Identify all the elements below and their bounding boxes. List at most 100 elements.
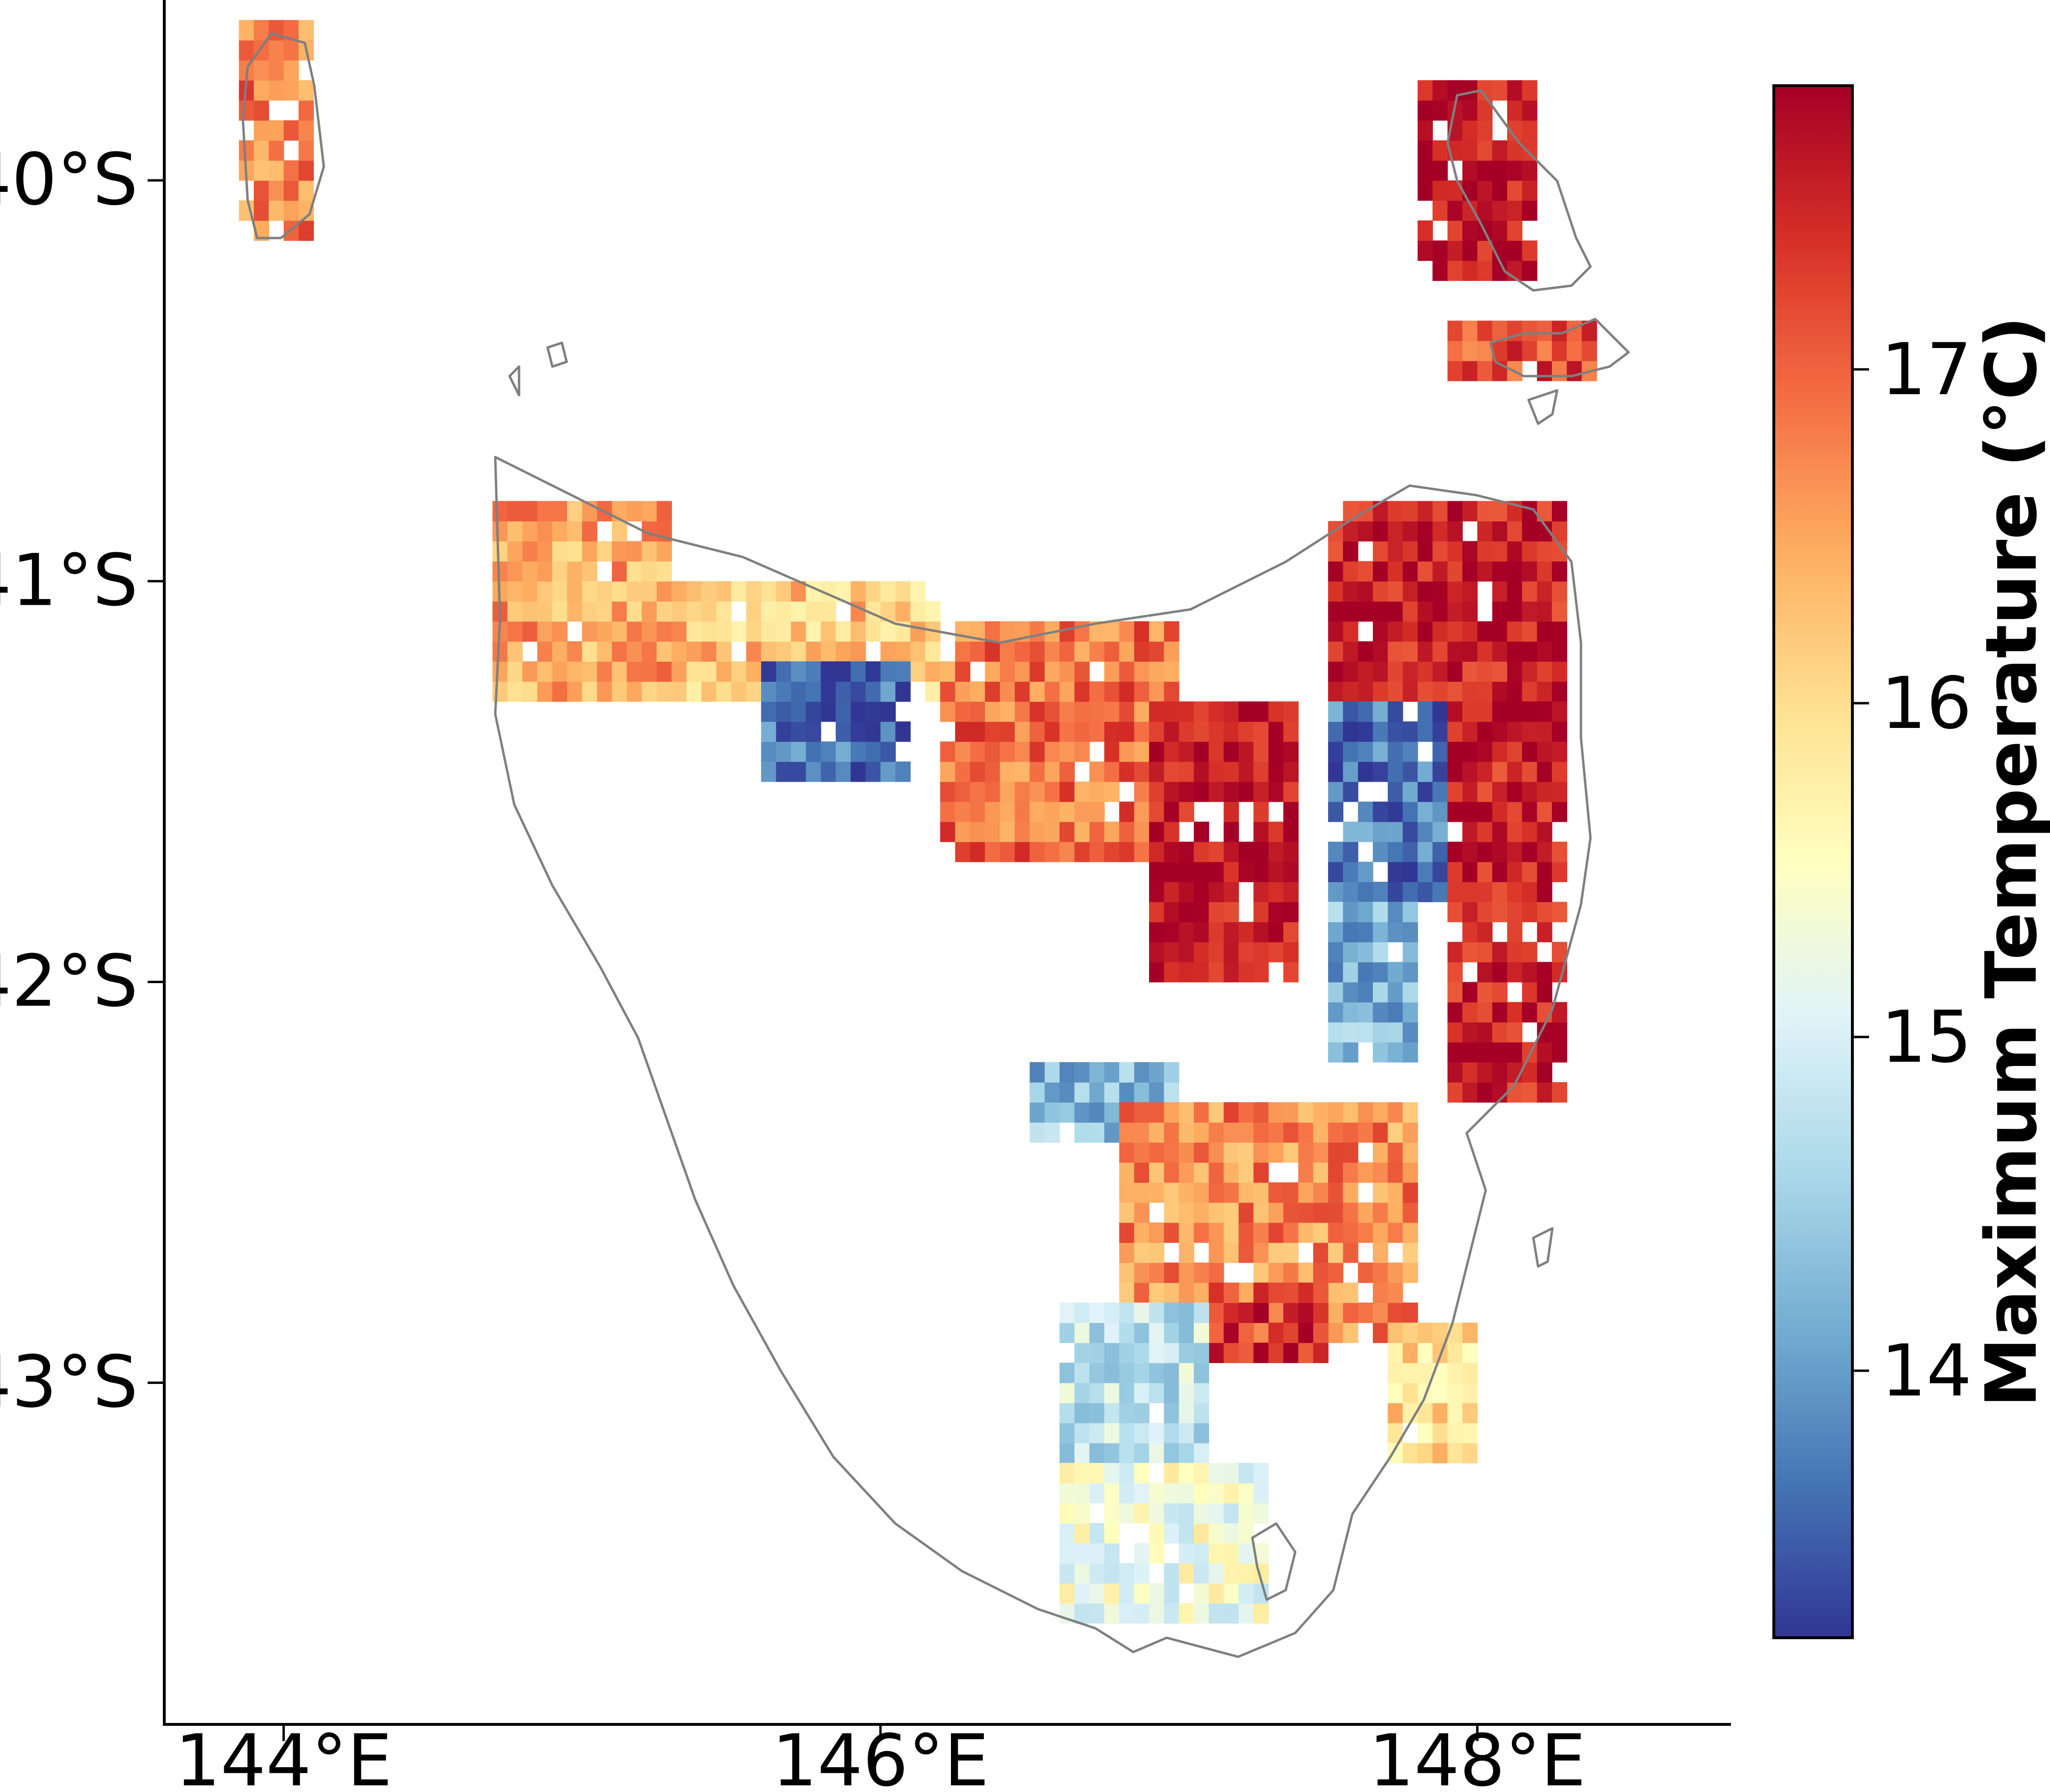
grid-cell: [806, 681, 821, 702]
grid-cell: [1373, 962, 1389, 983]
region-cells: [1060, 1303, 1210, 1463]
grid-cell: [1209, 1463, 1224, 1483]
grid-cell: [1030, 1122, 1045, 1143]
grid-cell: [1194, 1323, 1210, 1343]
grid-cell: [1402, 541, 1418, 562]
grid-cell: [299, 220, 314, 241]
grid-cell: [1194, 1563, 1210, 1584]
grid-cell: [1507, 240, 1523, 261]
grid-cell: [1044, 701, 1060, 722]
grid-cell: [537, 641, 553, 662]
grid-cell: [1388, 741, 1403, 762]
grid-cell: [1402, 902, 1418, 923]
grid-cell: [1104, 1483, 1120, 1503]
grid-cell: [1313, 1283, 1329, 1303]
grid-cell: [1328, 761, 1344, 782]
grid-cell: [1164, 1583, 1180, 1604]
grid-cell: [1283, 701, 1299, 722]
grid-cell: [1537, 841, 1552, 862]
grid-cell: [1447, 681, 1463, 702]
grid-cell: [1328, 1222, 1344, 1243]
grid-cell: [1149, 1142, 1165, 1163]
grid-cell: [657, 681, 672, 702]
grid-cell: [627, 501, 642, 522]
grid-cell: [1074, 1543, 1090, 1564]
grid-cell: [1462, 882, 1478, 902]
grid-cell: [1388, 1202, 1403, 1223]
grid-cell: [1209, 1563, 1224, 1584]
grid-cell: [1149, 1262, 1165, 1283]
grid-cell: [1149, 841, 1165, 862]
grid-cell: [1268, 1283, 1284, 1303]
grid-cell: [1223, 1463, 1239, 1483]
grid-cell: [1134, 1583, 1150, 1604]
grid-cell: [776, 741, 791, 762]
grid-cell: [507, 581, 523, 602]
grid-cell: [1000, 701, 1015, 722]
grid-cell: [1164, 661, 1180, 682]
grid-cell: [1134, 1483, 1150, 1503]
grid-cell: [1223, 841, 1239, 862]
grid-cell: [880, 621, 896, 642]
grid-cell: [940, 701, 956, 722]
grid-cell: [627, 561, 642, 582]
grid-cell: [1343, 1042, 1359, 1063]
grid-cell: [1149, 1222, 1165, 1243]
grid-cell: [507, 541, 523, 562]
grid-cell: [1358, 521, 1373, 542]
grid-cell: [1507, 781, 1523, 802]
grid-cell: [1149, 942, 1165, 963]
grid-cell: [985, 641, 1000, 662]
grid-cell: [1074, 1423, 1090, 1444]
grid-cell: [985, 701, 1000, 722]
grid-cell: [1149, 1483, 1165, 1503]
grid-cell: [1179, 882, 1194, 902]
grid-cell: [1253, 1283, 1269, 1303]
grid-cell: [1015, 801, 1030, 822]
region-cells: [1418, 80, 1538, 281]
grid-cell: [1089, 1102, 1105, 1123]
grid-cell: [1492, 661, 1508, 682]
grid-cell: [1328, 841, 1344, 862]
grid-cell: [1537, 661, 1552, 682]
grid-cell: [283, 200, 299, 221]
grid-cell: [1134, 1162, 1150, 1183]
grid-cell: [1462, 761, 1478, 782]
grid-cell: [567, 661, 583, 682]
grid-cell: [1149, 661, 1165, 682]
grid-cell: [492, 561, 508, 582]
grid-cell: [269, 40, 284, 61]
grid-cell: [1477, 1002, 1493, 1023]
grid-cell: [836, 621, 851, 642]
grid-cell: [776, 601, 791, 622]
grid-cell: [1134, 1323, 1150, 1343]
grid-cell: [1522, 701, 1538, 722]
grid-cell: [1104, 1563, 1120, 1584]
grid-cell: [522, 581, 538, 602]
grid-cell: [1194, 1343, 1210, 1364]
grid-cell: [1343, 962, 1359, 983]
grid-cell: [1552, 501, 1568, 522]
grid-cell: [1522, 100, 1538, 121]
grid-cell: [522, 521, 538, 542]
grid-cell: [1134, 761, 1150, 782]
grid-cell: [1209, 882, 1224, 902]
grid-cell: [1328, 1323, 1344, 1343]
grid-cell: [1358, 1122, 1373, 1143]
grid-cell: [1179, 1222, 1194, 1243]
grid-cell: [1134, 741, 1150, 762]
grid-cell: [1492, 1062, 1508, 1083]
grid-cell: [1447, 320, 1463, 341]
region-cells: [1328, 701, 1448, 902]
grid-cell: [836, 681, 851, 702]
grid-cell: [1164, 841, 1180, 862]
grid-cell: [940, 821, 956, 842]
grid-cell: [850, 721, 866, 742]
grid-cell: [552, 501, 568, 522]
grid-cell: [507, 641, 523, 662]
grid-cell: [806, 741, 821, 762]
grid-cell: [552, 561, 568, 582]
grid-cell: [1283, 1343, 1299, 1364]
grid-cell: [1209, 1222, 1224, 1243]
grid-cell: [627, 681, 642, 702]
